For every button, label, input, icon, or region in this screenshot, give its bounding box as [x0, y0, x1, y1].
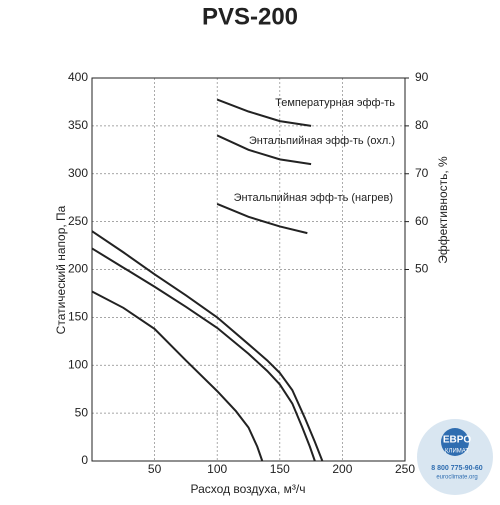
logo-badge	[441, 428, 469, 456]
curve	[91, 247, 316, 462]
y2-tick-label: 70	[415, 166, 429, 180]
logo: ЕВРО КЛИМАТ 8 800 775-90-60 euroclimate.…	[417, 419, 493, 495]
x-tick-label: 250	[395, 462, 415, 476]
curve	[91, 230, 324, 462]
x-tick-label: 100	[207, 462, 227, 476]
x-axis-label: Расход воздуха, м³/ч	[191, 482, 306, 496]
y2-axis-label: Эффективность, %	[436, 156, 450, 264]
logo-phone: 8 800 775-90-60	[431, 465, 482, 472]
y-tick-label: 100	[68, 357, 88, 371]
y-tick-label: 150	[68, 310, 88, 324]
logo-brand: КЛИМАТ	[445, 449, 469, 455]
y-tick-label: 250	[68, 214, 88, 228]
y-tick-label: 350	[68, 118, 88, 132]
chart-title: PVS-200	[202, 3, 298, 30]
y2-tick-label: 90	[415, 70, 429, 84]
y-tick-label: 300	[68, 166, 88, 180]
logo-circle	[417, 419, 493, 495]
curve	[91, 290, 264, 462]
y2-tick-label: 60	[415, 214, 429, 228]
x-tick-label: 50	[148, 462, 162, 476]
y-tick-label: 0	[81, 453, 88, 467]
plot-frame	[91, 77, 406, 462]
logo-brand: ЕВРО	[443, 435, 471, 446]
y2-tick-label: 80	[415, 118, 429, 132]
curve	[216, 98, 312, 127]
curve-label: Энтальпийная эфф-ть (нагрев)	[234, 192, 393, 204]
y-tick-label: 50	[75, 405, 89, 419]
y-tick-label: 200	[68, 262, 88, 276]
logo-site: euroclimate.org	[436, 475, 477, 481]
curve-label: Температурная эфф-ть	[275, 97, 395, 109]
curve	[216, 134, 312, 166]
curve	[216, 202, 308, 235]
x-tick-label: 200	[332, 462, 352, 476]
curve-label: Энтальпийная эфф-ть (охл.)	[249, 135, 395, 147]
y-tick-label: 400	[68, 70, 88, 84]
y2-tick-label: 50	[415, 262, 429, 276]
y-axis-label: Статический напор, Па	[54, 205, 68, 334]
x-tick-label: 150	[270, 462, 290, 476]
